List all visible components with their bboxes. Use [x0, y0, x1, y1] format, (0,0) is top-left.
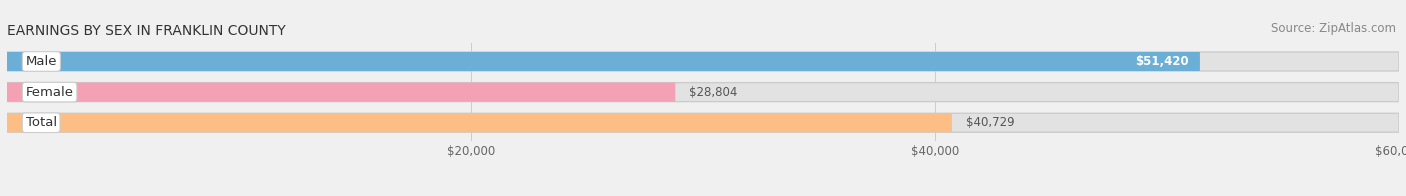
Text: $28,804: $28,804 — [689, 86, 738, 99]
Text: $51,420: $51,420 — [1135, 55, 1188, 68]
FancyBboxPatch shape — [7, 83, 675, 102]
Text: EARNINGS BY SEX IN FRANKLIN COUNTY: EARNINGS BY SEX IN FRANKLIN COUNTY — [7, 24, 285, 38]
Text: Total: Total — [25, 116, 56, 129]
Text: Source: ZipAtlas.com: Source: ZipAtlas.com — [1271, 22, 1396, 35]
Text: $40,729: $40,729 — [966, 116, 1015, 129]
FancyBboxPatch shape — [7, 52, 1399, 71]
FancyBboxPatch shape — [7, 113, 1399, 132]
Text: Female: Female — [25, 86, 73, 99]
FancyBboxPatch shape — [7, 113, 952, 132]
Text: Male: Male — [25, 55, 58, 68]
FancyBboxPatch shape — [7, 83, 1399, 102]
FancyBboxPatch shape — [7, 52, 1199, 71]
